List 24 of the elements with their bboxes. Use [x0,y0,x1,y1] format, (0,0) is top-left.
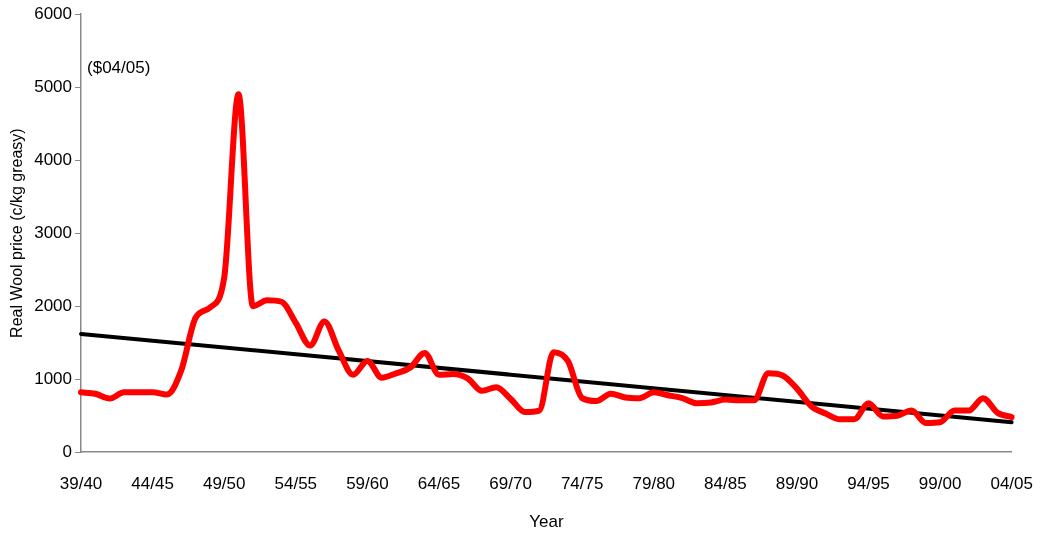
x-tick-label: 59/60 [346,474,389,494]
x-tick-label: 64/65 [417,474,461,494]
y-tick-label: 6000 [34,3,73,23]
x-tick-label: 39/40 [59,474,103,494]
y-tick-label: 3000 [34,222,73,242]
y-tick-label: 0 [62,441,73,461]
x-tick-label: 94/95 [847,474,890,494]
x-tick-label: 54/55 [274,474,318,494]
y-tick-label: 5000 [34,76,73,96]
y-tick-label: 4000 [34,149,73,169]
y-tick-label: 1000 [34,368,73,388]
x-tick-label: 89/90 [775,474,819,494]
x-tick-label: 04/05 [990,474,1033,494]
x-tick-label: 49/50 [202,474,246,494]
x-tick-label: 69/70 [489,474,532,494]
x-tick-label: 79/80 [632,474,676,494]
y-tick-label: 2000 [34,295,73,315]
x-tick-label: 44/45 [131,474,174,494]
x-axis-title: Year [529,512,564,532]
annotation: ($04/05) [87,57,151,77]
y-axis-title: Real Wool price (c/kg greasy) [8,128,26,338]
x-tick-label: 74/75 [560,474,604,494]
x-tick-label: 84/85 [704,474,747,494]
x-tick-label: 99/00 [918,474,962,494]
